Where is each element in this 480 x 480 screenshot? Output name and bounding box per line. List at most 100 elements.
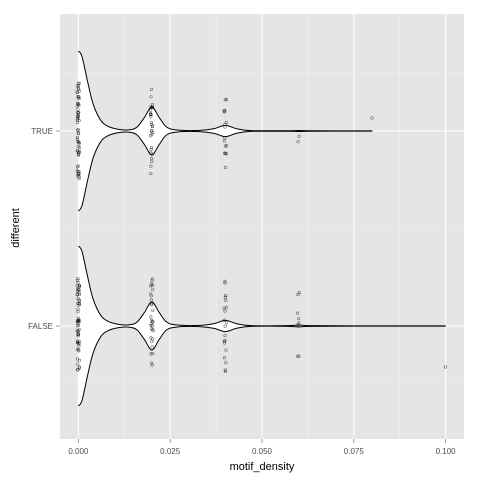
data-point — [76, 172, 81, 176]
data-point — [77, 288, 81, 292]
data-point — [75, 284, 79, 288]
data-point — [223, 151, 228, 156]
data-point — [77, 145, 82, 149]
data-point — [150, 363, 154, 367]
data-point — [149, 134, 153, 138]
data-point — [151, 287, 155, 292]
data-point — [77, 298, 81, 302]
data-point — [224, 298, 228, 302]
data-point — [149, 112, 153, 116]
data-point — [75, 135, 80, 140]
data-point — [151, 328, 155, 332]
data-point — [296, 354, 300, 359]
data-point — [223, 368, 227, 372]
y-axis-ticks: FALSE TRUE — [28, 127, 60, 331]
x-axis-ticks: 0.000 0.025 0.050 0.075 0.100 — [68, 439, 456, 456]
data-point — [223, 333, 227, 338]
data-point — [77, 348, 81, 352]
data-point — [76, 115, 80, 119]
data-point — [150, 345, 154, 349]
data-point — [77, 176, 81, 181]
data-point — [150, 361, 154, 365]
data-point — [223, 281, 227, 285]
data-point — [150, 105, 154, 110]
data-point — [77, 81, 81, 85]
data-point — [223, 165, 228, 169]
data-point — [223, 98, 227, 102]
data-point — [149, 95, 153, 99]
data-point — [150, 279, 154, 283]
data-point — [76, 332, 80, 337]
data-point — [223, 369, 227, 373]
data-point — [77, 339, 81, 343]
violin-fill-true — [78, 51, 373, 211]
data-point — [77, 111, 81, 115]
data-point — [75, 149, 79, 153]
data-point — [222, 109, 226, 113]
data-point — [149, 302, 154, 306]
data-point — [151, 351, 155, 356]
data-point — [75, 90, 79, 95]
data-point — [224, 361, 228, 365]
data-point — [76, 140, 81, 144]
data-point — [297, 321, 301, 325]
data-point — [223, 309, 227, 313]
data-point — [76, 102, 81, 106]
data-point — [223, 110, 227, 114]
data-point — [75, 339, 79, 343]
data-point — [75, 292, 79, 296]
data-point — [222, 356, 227, 360]
data-point — [151, 308, 155, 313]
data-point — [295, 311, 300, 315]
data-point — [223, 324, 227, 328]
violins — [77, 50, 447, 407]
x-tick-label: 0.000 — [68, 447, 89, 456]
y-tick-label: FALSE — [28, 322, 53, 331]
data-point — [76, 128, 80, 132]
data-point — [77, 320, 81, 324]
data-point — [76, 128, 80, 132]
data-point — [76, 277, 80, 281]
data-point — [224, 143, 228, 148]
data-point — [149, 147, 153, 152]
data-point — [223, 108, 227, 112]
data-point — [149, 315, 153, 319]
data-point — [223, 125, 227, 129]
data-point — [222, 318, 226, 322]
y-tick-label: TRUE — [31, 127, 53, 136]
data-point — [76, 139, 80, 144]
data-point — [76, 362, 80, 366]
data-point — [222, 339, 227, 343]
data-point — [75, 357, 80, 361]
data-point — [150, 156, 154, 161]
violin-outline-bottom-false — [77, 325, 446, 407]
jitter-points — [75, 81, 448, 373]
data-point — [77, 365, 81, 369]
x-tick-label: 0.025 — [160, 447, 181, 456]
data-point — [149, 87, 154, 91]
data-point — [297, 316, 301, 321]
data-point — [443, 365, 448, 369]
data-point — [223, 279, 227, 283]
x-tick-label: 0.050 — [252, 447, 273, 456]
data-point — [223, 136, 227, 140]
violin-outline-bottom-true — [77, 130, 373, 212]
data-point — [76, 116, 80, 121]
data-point — [222, 139, 226, 143]
data-point — [77, 292, 82, 296]
data-point — [149, 284, 153, 288]
data-point — [150, 129, 154, 133]
data-point — [296, 140, 300, 144]
data-point — [151, 320, 155, 324]
data-point — [75, 278, 80, 282]
data-point — [77, 302, 82, 306]
data-point — [150, 324, 154, 328]
data-point — [76, 110, 80, 114]
y-axis-title: different — [10, 208, 22, 248]
data-point — [149, 120, 153, 125]
x-axis-title: motif_density — [230, 461, 295, 473]
data-point — [224, 348, 228, 352]
data-point — [150, 124, 154, 128]
data-point — [224, 305, 228, 309]
